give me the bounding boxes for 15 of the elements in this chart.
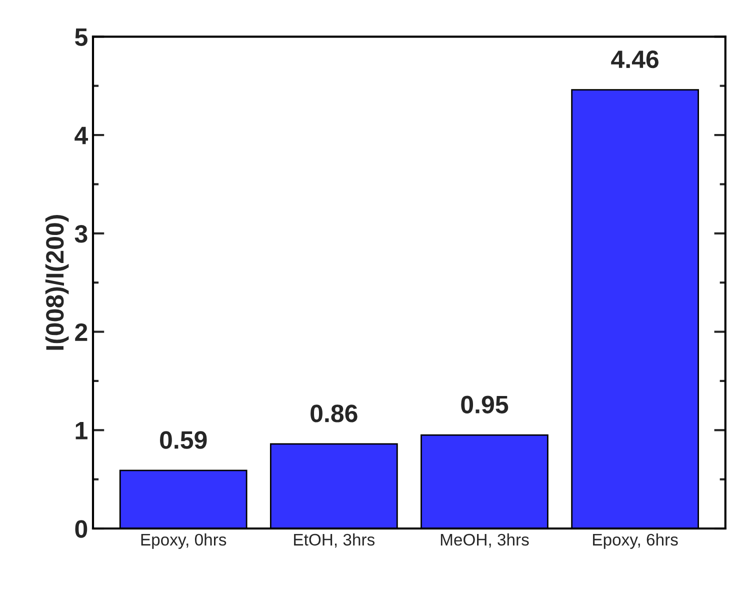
y-tick-label: 3 [74,225,88,243]
x-tick-label: Epoxy, 6hrs [593,533,678,549]
y-tick-label: 0 [75,520,88,538]
x-tick-label: MeOH, 3hrs [440,533,529,548]
data-label: 4.46 [611,50,658,68]
y-tick-label: 4 [74,126,88,144]
y-axis-title: I(008)/I(200) [45,215,69,350]
y-tick-label: 1 [76,422,88,440]
x-tick-label: Epoxy, 0hrs [141,533,226,549]
data-label: 0.95 [461,396,508,414]
y-tick-label: 5 [75,28,88,46]
x-tick-label: EtOH, 3hrs [294,533,375,548]
data-label: 0.59 [160,431,207,449]
y-tick-label: 2 [75,323,88,341]
data-label: 0.86 [310,404,358,422]
